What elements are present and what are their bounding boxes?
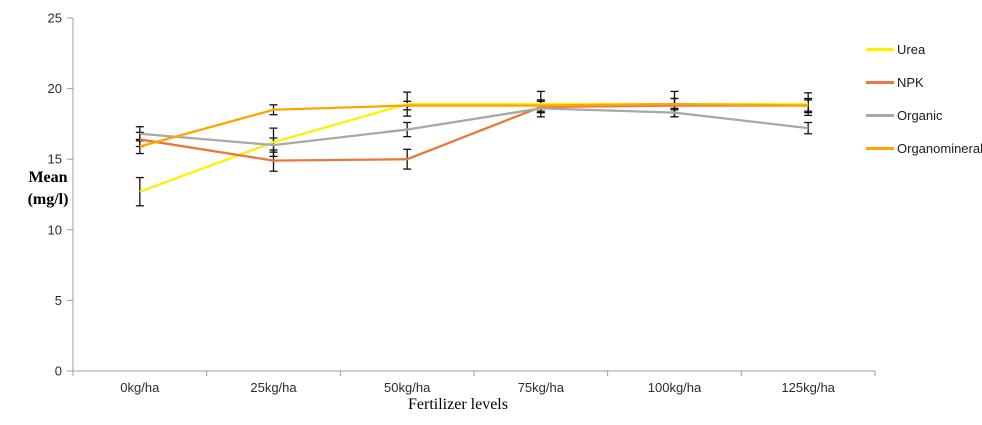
series-line-organomineral [139, 102, 809, 148]
x-tick-label: 50kg/ha [384, 380, 431, 395]
error-bars-urea [135, 90, 813, 207]
legend-label-urea: Urea [897, 41, 926, 57]
y-tick-label: 5 [55, 293, 62, 308]
y-tick-label: 0 [55, 364, 62, 379]
series-line-npk [139, 104, 809, 162]
error-bars-organic [135, 103, 813, 153]
legend-item-urea: Urea [866, 39, 982, 59]
legend-swatch-organomineral [866, 146, 894, 150]
y-axis-title-line2: (mg/l) [27, 190, 69, 208]
x-axis-title: Fertilizer levels [408, 396, 508, 413]
legend-item-organic: Organic [866, 105, 982, 125]
legend-item-organomineral: Organomineral [866, 138, 982, 158]
legend-swatch-npk [866, 80, 894, 84]
legend-label-organomineral: Organomineral [897, 140, 982, 156]
legend-item-npk: NPK [866, 72, 982, 92]
legend: Urea NPK Organic Organomineral [866, 39, 982, 158]
y-axis-title: Mean (mg/l) [18, 167, 78, 210]
error-bars-npk [135, 97, 813, 172]
y-tick-label: 25 [48, 11, 62, 26]
x-tick-label: 0kg/ha [120, 380, 160, 395]
legend-label-organic: Organic [897, 107, 943, 123]
x-tick-label: 25kg/ha [250, 380, 297, 395]
legend-label-npk: NPK [897, 74, 924, 90]
y-tick-label: 20 [48, 81, 62, 96]
y-axis-title-line1: Mean [28, 169, 68, 186]
legend-swatch-organic [866, 113, 894, 117]
x-tick-label: 100kg/ha [648, 380, 702, 395]
legend-swatch-urea [866, 47, 894, 51]
series-line-organic [139, 107, 809, 147]
error-bars-organomineral [135, 97, 813, 155]
y-tick-label: 15 [48, 152, 62, 167]
y-tick-label: 10 [48, 222, 62, 237]
x-tick-label: 125kg/ha [781, 380, 835, 395]
x-tick-label: 75kg/ha [518, 380, 565, 395]
